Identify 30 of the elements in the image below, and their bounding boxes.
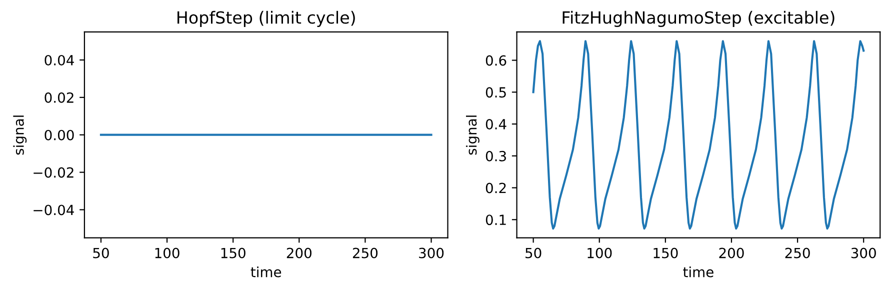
y-tick-label: −0.04 <box>34 204 74 216</box>
y-tick-label: 0.04 <box>44 54 74 66</box>
line-series <box>532 40 865 230</box>
x-tick-label: 150 <box>221 248 246 258</box>
x-axis-title: time <box>250 266 282 278</box>
x-tick-label: 200 <box>286 248 312 258</box>
y-tick-label: 0.1 <box>486 214 506 226</box>
y-tick-label: −0.02 <box>34 167 74 178</box>
x-tick-label: 300 <box>419 248 444 258</box>
x-tick-label: 250 <box>785 248 810 258</box>
x-tick-label: 200 <box>719 248 744 258</box>
x-tick-label: 150 <box>654 248 678 258</box>
y-tick-label: 0.6 <box>486 55 506 66</box>
chart-title: HopfStep (limit cycle) <box>178 10 355 28</box>
y-tick-label: 0.00 <box>44 130 74 140</box>
y-tick-label: 0.5 <box>486 87 506 98</box>
y-tick-label: 0.2 <box>486 182 506 194</box>
y-tick-label: 0.02 <box>44 92 74 103</box>
x-tick-label: 50 <box>93 248 109 258</box>
y-axis-title: signal <box>13 116 27 155</box>
y-tick-label: 0.3 <box>486 150 506 162</box>
x-tick-label: 250 <box>352 248 378 258</box>
x-tick-label: 100 <box>155 248 180 258</box>
x-axis-title: time <box>683 266 714 278</box>
chart-title: FitzHughNagumoStep (excitable) <box>562 10 834 28</box>
x-tick-label: 300 <box>851 248 876 258</box>
y-axis-title: signal <box>466 116 480 155</box>
x-tick-label: 100 <box>588 248 612 258</box>
y-tick-label: 0.4 <box>486 118 506 130</box>
x-tick-label: 50 <box>526 248 542 258</box>
